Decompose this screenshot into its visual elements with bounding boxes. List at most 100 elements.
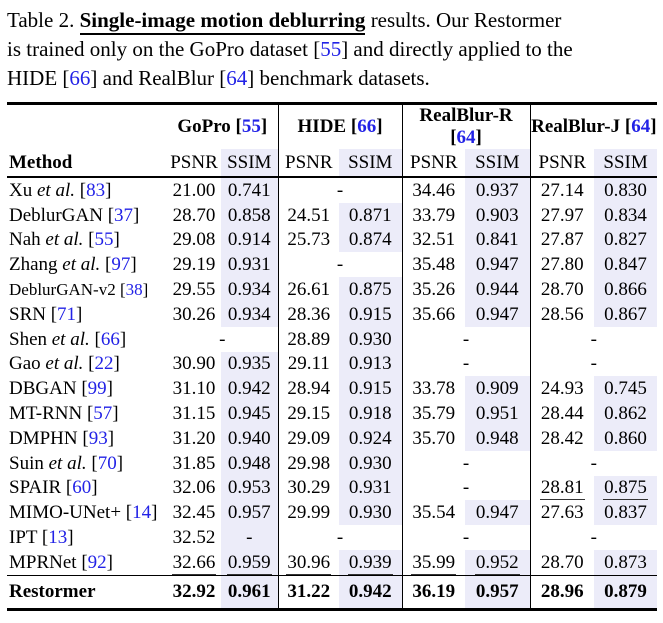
ssim-value: 0.957	[221, 500, 279, 526]
psnr-value: 27.63	[530, 500, 594, 525]
ssim-value-text: 0.867	[604, 303, 647, 325]
psnr-value: 29.11	[278, 352, 339, 377]
ssim-value: 0.841	[465, 227, 531, 253]
psnr-value-text: 28.70	[172, 204, 216, 226]
missing-value: -	[402, 326, 531, 352]
bracket: [	[83, 229, 95, 251]
ssim-value-text: 0.830	[604, 179, 647, 201]
bracket: [	[45, 303, 58, 325]
ssim-value-text: 0.944	[475, 279, 519, 301]
psnr-value: 25.73	[278, 228, 339, 253]
ssim-value-text: 0.909	[475, 378, 519, 400]
psnr-value-text: 27.63	[540, 502, 584, 524]
ssim-value-text: 0.959	[226, 551, 272, 575]
ssim-value: 0.924	[339, 425, 403, 451]
method-name: Nah et al. [55]	[7, 228, 167, 253]
bracket: [	[102, 204, 115, 226]
ssim-value-text: 0.957	[475, 581, 519, 603]
method-name: DeblurGAN-v2 [38]	[7, 277, 167, 302]
psnr-value: 29.55	[167, 277, 221, 302]
psnr-value: 32.06	[167, 476, 221, 501]
psnr-value-text: 31.10	[172, 378, 216, 400]
ssim-value: 0.874	[339, 227, 403, 253]
ssim-value-text: 0.834	[604, 204, 647, 226]
bracket: ]	[76, 303, 83, 325]
ssim-value-text: 0.858	[227, 204, 271, 226]
citation-number: 83	[86, 179, 106, 201]
bracket: [	[89, 328, 101, 350]
ssim-value-text: 0.931	[348, 477, 392, 499]
bracket: [	[82, 403, 94, 425]
bracket: ]	[133, 204, 140, 226]
caption-text: is trained only on the GoPro dataset [	[7, 37, 321, 61]
table-row: DBGAN [99] 31.10 0.942 28.94 0.915 33.78 0.909…	[7, 376, 658, 402]
psnr-value: 27.87	[530, 228, 594, 253]
psnr-value-text: 29.08	[172, 229, 216, 251]
psnr-value-text: 24.93	[540, 378, 584, 400]
citation-number: 71	[57, 303, 77, 325]
method-name-text: Xu	[9, 179, 33, 201]
ssim-value-text: 0.862	[604, 403, 647, 425]
ssim-value: 0.942	[339, 574, 403, 610]
psnr-value-text: 30.29	[287, 477, 331, 499]
psnr-value: 34.46	[402, 177, 465, 203]
method-name: Shen et al. [66]	[7, 327, 167, 352]
psnr-value-text: 24.51	[287, 204, 331, 226]
dataset-name-bracket: ]	[376, 116, 383, 137]
ssim-value: 0.837	[594, 500, 658, 526]
column-group-gopro: GoPro [55]	[167, 103, 279, 149]
ssim-value-text: 0.930	[348, 328, 392, 350]
citation-number: 55	[94, 229, 114, 251]
method-name: SRN [71]	[7, 302, 167, 327]
psnr-value-text: 21.00	[172, 179, 216, 201]
citation-number: 55	[241, 116, 261, 137]
bracket: ]	[67, 527, 74, 549]
ssim-value: 0.858	[221, 202, 279, 228]
ssim-value-text: 0.879	[604, 581, 647, 603]
psnr-value-text: 31.15	[172, 403, 216, 425]
ssim-value: 0.745	[594, 376, 658, 402]
citation-number: 57	[93, 403, 113, 425]
psnr-value-text: 36.19	[412, 581, 456, 603]
column-group-hide: HIDE [66]	[278, 103, 403, 149]
ssim-value: 0.873	[594, 549, 658, 576]
metric-header-row: Method PSNR SSIM PSNR SSIM PSNR SSIM PSNR SSIM	[7, 149, 658, 178]
ssim-value: 0.915	[339, 301, 403, 327]
psnr-column-header: PSNR	[530, 149, 595, 178]
caption-text: ] and directly applied to the	[341, 37, 573, 61]
psnr-value: 27.97	[530, 203, 594, 228]
psnr-value-text: 31.85	[172, 452, 216, 474]
psnr-value: 26.61	[278, 277, 339, 302]
ssim-value: 0.934	[221, 301, 279, 327]
psnr-value-text: 33.79	[412, 204, 456, 226]
etal-text: et al.	[47, 328, 90, 350]
method-name-text: MT-RNN	[9, 403, 83, 425]
ssim-value-text: 0.961	[227, 581, 271, 603]
ssim-value-text: 0.934	[227, 303, 271, 325]
ssim-value: 0.952	[465, 549, 531, 576]
psnr-value-text: 31.22	[287, 581, 331, 603]
missing-value: -	[167, 326, 279, 352]
ssim-value-text: 0.915	[348, 303, 392, 325]
psnr-value: 35.48	[402, 252, 465, 277]
ssim-value: 0.847	[594, 252, 658, 278]
ssim-value-text: 0.931	[227, 254, 271, 276]
table-caption: Table 2. Single-image motion deblurring …	[7, 6, 658, 93]
ssim-value-text: 0.939	[347, 551, 393, 575]
table-row: DMPHN [93] 31.20 0.940 29.09 0.924 35.70 0.948…	[7, 425, 658, 451]
etal-text: et al.	[32, 179, 75, 201]
ssim-value: 0.914	[221, 227, 279, 253]
table-header: GoPro [55] HIDE [66] RealBlur-R [64] RealBl…	[7, 103, 658, 178]
psnr-value: 28.96	[530, 574, 595, 610]
psnr-value: 31.85	[167, 451, 221, 476]
caption-text: Table 2.	[7, 8, 80, 32]
bracket: [	[61, 477, 73, 499]
psnr-value: 28.70	[530, 550, 594, 575]
psnr-value: 31.20	[167, 426, 221, 451]
psnr-value-text: 35.70	[412, 427, 456, 449]
table-row: Suin et al. [70] 31.85 0.948 29.98 0.930- -	[7, 450, 657, 476]
dataset-name: RealBlur-J [	[531, 116, 632, 137]
method-name: SPAIR [60]	[7, 476, 167, 501]
citation-number: 64	[226, 66, 248, 90]
missing-value: -	[402, 351, 531, 377]
